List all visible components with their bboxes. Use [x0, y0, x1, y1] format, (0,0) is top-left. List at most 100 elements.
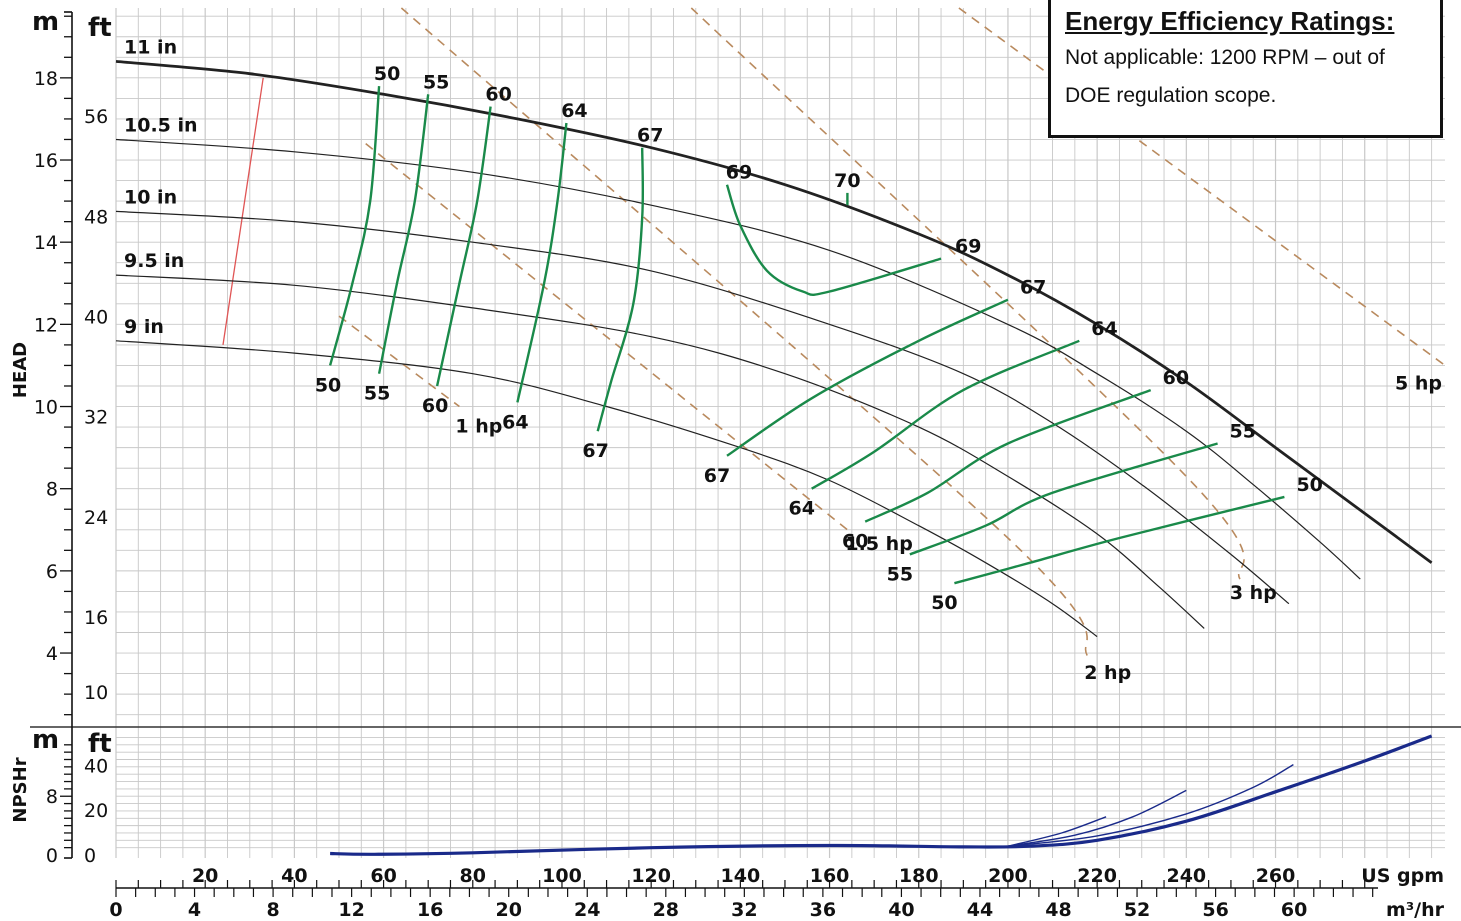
- efficiency-label: 55: [423, 71, 449, 93]
- npshr-curves: [330, 734, 1433, 856]
- power-line: [400, 7, 1089, 658]
- impeller-label: 11 in: [124, 36, 177, 58]
- npshr-curve: [1007, 789, 1187, 847]
- energy-efficiency-text: Not applicable: 1200 RPM – out of DOE re…: [1065, 46, 1385, 107]
- efficiency-label: 50: [374, 63, 400, 85]
- power-label: 3 hp: [1230, 582, 1277, 604]
- efficiency-label: 50: [315, 374, 341, 396]
- power-lines: [338, 7, 1446, 658]
- efficiency-label: 69: [955, 236, 981, 258]
- gpm-tick-label: 20: [192, 865, 218, 887]
- npshr-unit-m: m: [32, 725, 59, 755]
- head-unit-m: m: [32, 7, 59, 37]
- energy-efficiency-box: Energy Efficiency Ratings: Not applicabl…: [1048, 0, 1443, 138]
- efficiency-line: [328, 86, 381, 366]
- power-label: 2 hp: [1084, 662, 1131, 684]
- m3hr-tick-label: 48: [1045, 899, 1071, 921]
- m-tick-label: 18: [34, 68, 58, 90]
- efficiency-label: 50: [931, 592, 957, 614]
- impeller-label: 10.5 in: [124, 114, 198, 136]
- efficiency-label: 64: [788, 498, 814, 520]
- power-line: [958, 7, 1446, 367]
- npshr-m-tick-label: 0: [46, 845, 58, 867]
- npshr-curve: [330, 734, 1433, 856]
- efficiency-label: 67: [637, 125, 663, 147]
- ft-tick-label: 32: [84, 407, 108, 429]
- m3hr-tick-label: 60: [1281, 899, 1307, 921]
- gpm-unit-label: US gpm: [1361, 865, 1444, 887]
- npshr-ft-tick-label: 20: [84, 800, 108, 822]
- efficiency-label: 67: [1020, 277, 1046, 299]
- power-line: [365, 142, 848, 531]
- gpm-tick-label: 100: [542, 865, 582, 887]
- ft-tick-label: 10: [84, 682, 108, 704]
- m3hr-tick-label: 12: [338, 899, 364, 921]
- m3hr-tick-label: 8: [266, 899, 279, 921]
- efficiency-label: 64: [502, 411, 528, 433]
- ft-tick-label: 48: [84, 206, 108, 228]
- efficiency-label: 60: [485, 84, 511, 106]
- impeller-curve: [115, 60, 1433, 564]
- gpm-tick-label: 180: [899, 865, 939, 887]
- m3hr-tick-label: 40: [888, 899, 914, 921]
- gpm-tick-label: 120: [631, 865, 671, 887]
- energy-efficiency-title: Energy Efficiency Ratings:: [1065, 6, 1395, 36]
- gpm-tick-label: 160: [810, 865, 850, 887]
- m-tick-label: 14: [34, 232, 58, 254]
- m-tick-label: 6: [46, 561, 58, 583]
- npshr-curve: [1007, 763, 1294, 847]
- m3hr-tick-label: 24: [574, 899, 600, 921]
- gpm-tick-label: 260: [1256, 865, 1296, 887]
- efficiency-label: 55: [887, 563, 913, 585]
- efficiency-label: 50: [1296, 474, 1322, 496]
- gpm-tick-label: 40: [281, 865, 307, 887]
- m3hr-tick-label: 44: [967, 899, 993, 921]
- efficiency-label: 55: [1230, 421, 1256, 443]
- efficiency-label: 67: [704, 465, 730, 487]
- chart-labels: 1 hp 1.5 hp 2 hp 3 hp 5 hp 11 in 10.5 in 10 in 9…: [10, 7, 1445, 921]
- npshr-ft-tick-label: 0: [84, 845, 96, 867]
- impeller-label: 10 in: [124, 186, 177, 208]
- efficiency-line: [954, 495, 1285, 585]
- power-label: 1.5 hp: [845, 533, 912, 555]
- gpm-tick-label: 140: [721, 865, 761, 887]
- head-unit-ft: ft: [88, 13, 112, 43]
- ft-tick-label: 16: [84, 607, 108, 629]
- efficiency-label: 60: [1163, 367, 1189, 389]
- m3hr-tick-label: 16: [417, 899, 443, 921]
- efficiency-label: 70: [834, 170, 860, 192]
- ft-tick-label: 56: [84, 106, 108, 128]
- efficiency-line: [435, 106, 492, 387]
- gpm-tick-label: 80: [460, 865, 486, 887]
- efficiency-line: [864, 388, 1152, 523]
- m-tick-label: 16: [34, 150, 58, 172]
- gpm-tick-label: 240: [1166, 865, 1206, 887]
- npshr-axis-title: NPSHr: [10, 757, 31, 822]
- m-tick-label: 10: [34, 397, 58, 419]
- min-diameter-line: [222, 77, 264, 345]
- efficiency-lines: [328, 86, 1285, 585]
- impeller-label: 9.5 in: [124, 250, 184, 272]
- m-tick-label: 4: [46, 643, 58, 665]
- gpm-tick-label: 200: [988, 865, 1028, 887]
- npshr-m-tick-label: 8: [46, 786, 58, 808]
- power-line: [690, 7, 1245, 580]
- power-label: 1 hp: [455, 416, 502, 438]
- efficiency-line: [725, 184, 942, 297]
- axes: [30, 11, 1461, 897]
- impeller-curve: [115, 274, 1205, 629]
- m3hr-tick-label: 28: [653, 899, 679, 921]
- efficiency-label: 60: [422, 395, 448, 417]
- impeller-label: 9 in: [124, 316, 164, 338]
- efficiency-label: 64: [1091, 318, 1117, 340]
- m3hr-tick-label: 32: [731, 899, 757, 921]
- efficiency-label: 69: [726, 162, 752, 184]
- impeller-curve: [115, 340, 1098, 638]
- m-tick-label: 8: [46, 479, 58, 501]
- m3hr-tick-label: 56: [1202, 899, 1228, 921]
- head-axis-title: HEAD: [10, 342, 31, 398]
- m3hr-tick-label: 20: [495, 899, 521, 921]
- m-tick-label: 12: [34, 314, 58, 336]
- m3hr-tick-label: 52: [1124, 899, 1150, 921]
